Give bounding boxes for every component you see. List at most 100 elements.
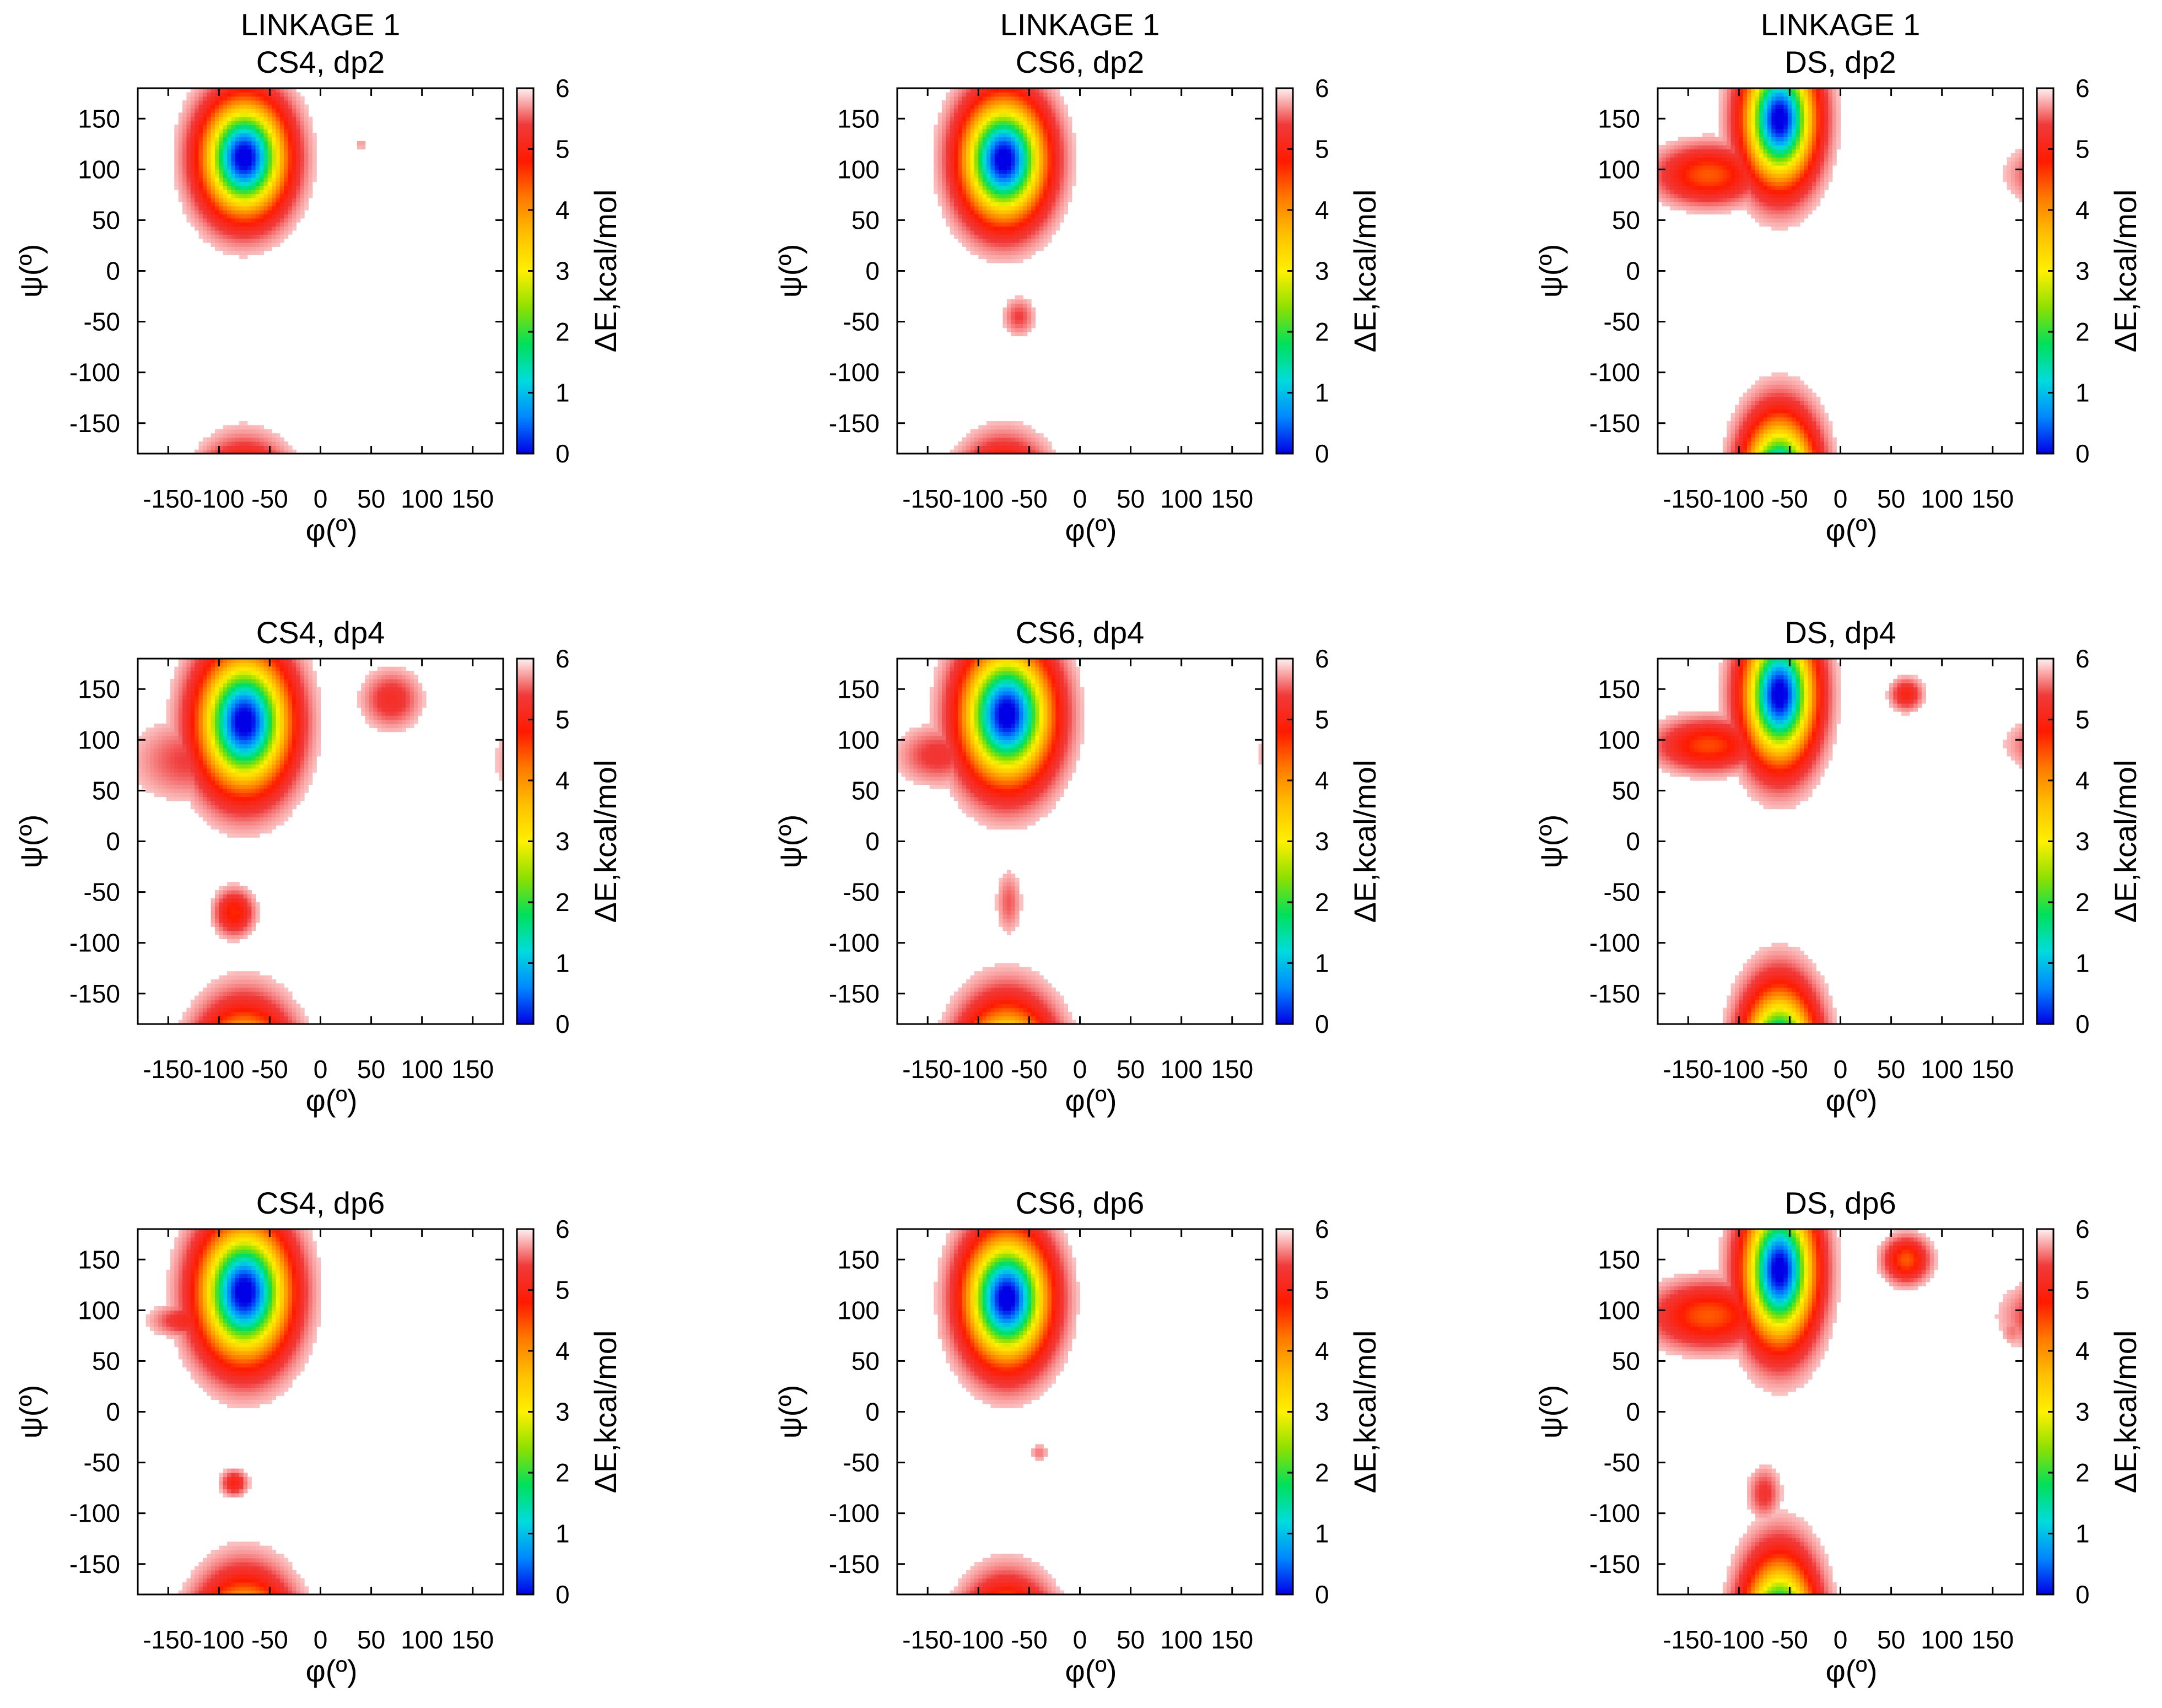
heatmap-cell xyxy=(942,125,946,130)
heatmap-cell xyxy=(1832,133,1837,137)
heatmap-cell xyxy=(272,108,277,113)
heatmap-cell xyxy=(994,258,999,263)
heatmap-cell xyxy=(962,96,967,101)
heatmap-cell xyxy=(243,226,248,231)
heatmap-cell xyxy=(942,165,946,170)
heatmap-cell xyxy=(1051,137,1056,142)
heatmap-cell xyxy=(1662,161,1667,166)
heatmap-cell xyxy=(1763,108,1768,113)
heatmap-cell xyxy=(1783,372,1788,377)
heatmap-cell xyxy=(962,214,967,219)
heatmap-cell xyxy=(243,125,248,130)
heatmap-cell xyxy=(990,112,995,117)
heatmap-cell xyxy=(1828,88,1833,93)
heatmap-cell xyxy=(202,100,207,105)
heatmap-cell xyxy=(1035,230,1040,235)
heatmap-cell xyxy=(267,441,272,446)
heatmap-cell xyxy=(243,246,248,251)
heatmap-cell xyxy=(1031,218,1036,223)
heatmap-cell xyxy=(1043,137,1048,142)
heatmap-cell xyxy=(1808,392,1813,397)
heatmap-cell xyxy=(1816,190,1821,195)
heatmap-cell xyxy=(227,197,232,202)
heatmap-cell xyxy=(219,234,224,239)
heatmap-cell xyxy=(1051,214,1056,219)
heatmap-cell xyxy=(243,128,248,133)
heatmap-cell xyxy=(1019,206,1023,211)
heatmap-cell xyxy=(304,197,309,202)
heatmap-cell xyxy=(231,433,236,438)
heatmap-cell xyxy=(243,92,248,97)
heatmap-cell xyxy=(1067,173,1072,178)
heatmap-cell xyxy=(198,145,203,150)
heatmap-cell xyxy=(202,169,207,174)
colorbar-tick-label: 0 xyxy=(556,439,570,468)
heatmap-cell xyxy=(1747,449,1752,454)
heatmap-cell xyxy=(1035,238,1040,243)
heatmap-cell xyxy=(1787,392,1792,397)
heatmap-cell xyxy=(1019,246,1023,251)
heatmap-cell xyxy=(1747,137,1752,142)
heatmap-cell xyxy=(1816,108,1821,113)
heatmap-cell xyxy=(1735,149,1739,154)
heatmap-cell xyxy=(174,678,179,683)
heatmap-cell xyxy=(1714,206,1719,211)
heatmap-cell xyxy=(1836,88,1841,93)
heatmap-cell xyxy=(198,88,203,93)
heatmap-cell xyxy=(1674,141,1679,146)
heatmap-cell xyxy=(2015,149,2020,154)
heatmap-cell xyxy=(994,230,999,235)
heatmap-cell xyxy=(195,96,200,101)
heatmap-cell xyxy=(1735,193,1739,198)
heatmap-cell xyxy=(1665,157,1670,162)
heatmap-cell xyxy=(1767,88,1772,93)
heatmap-cell xyxy=(276,96,281,101)
heatmap-cell xyxy=(1743,141,1748,146)
heatmap-cell xyxy=(2003,173,2008,178)
heatmap-cell xyxy=(1780,116,1784,121)
heatmap-cell xyxy=(142,780,147,785)
heatmap-cell xyxy=(1771,405,1776,410)
heatmap-cell xyxy=(1796,177,1800,182)
heatmap-cell xyxy=(1019,88,1023,93)
heatmap-cell xyxy=(974,169,979,174)
heatmap-cell xyxy=(1820,413,1825,418)
heatmap-cell xyxy=(1682,169,1687,174)
heatmap-cell xyxy=(1694,181,1699,186)
heatmap-cell xyxy=(255,173,260,178)
heatmap-cell xyxy=(1743,409,1748,413)
heatmap-cell xyxy=(1059,181,1064,186)
heatmap-cell xyxy=(1804,169,1809,174)
heatmap-cell xyxy=(994,128,999,133)
heatmap-cell xyxy=(292,137,296,142)
heatmap-cell xyxy=(966,128,971,133)
heatmap-cell xyxy=(138,768,142,773)
heatmap-cell xyxy=(288,226,293,231)
heatmap-cell xyxy=(235,433,240,438)
heatmap-cell xyxy=(158,731,163,736)
heatmap-cell xyxy=(1780,165,1784,170)
heatmap-cell xyxy=(1031,206,1036,211)
heatmap-cell xyxy=(1727,145,1732,150)
heatmap-cell xyxy=(174,796,179,801)
heatmap-cell xyxy=(1011,108,1016,113)
heatmap-cell xyxy=(1047,197,1052,202)
heatmap-cell xyxy=(1808,409,1813,413)
heatmap-cell xyxy=(2015,193,2020,198)
heatmap-cell xyxy=(267,100,272,105)
heatmap-cell xyxy=(962,169,967,174)
heatmap-cell xyxy=(1799,141,1804,146)
heatmap-cell xyxy=(1808,92,1813,97)
heatmap-cell xyxy=(1767,392,1772,397)
heatmap-cell xyxy=(994,433,999,438)
heatmap-cell xyxy=(1743,413,1748,418)
heatmap-cell xyxy=(1658,153,1662,158)
heatmap-cell xyxy=(942,133,946,137)
heatmap-cell xyxy=(1055,157,1060,162)
heatmap-cell xyxy=(937,190,942,195)
heatmap-cell xyxy=(170,683,175,688)
heatmap-cell xyxy=(207,125,212,130)
heatmap-cell xyxy=(186,206,191,211)
heatmap-cell xyxy=(1019,307,1023,312)
heatmap-cell xyxy=(958,112,963,117)
